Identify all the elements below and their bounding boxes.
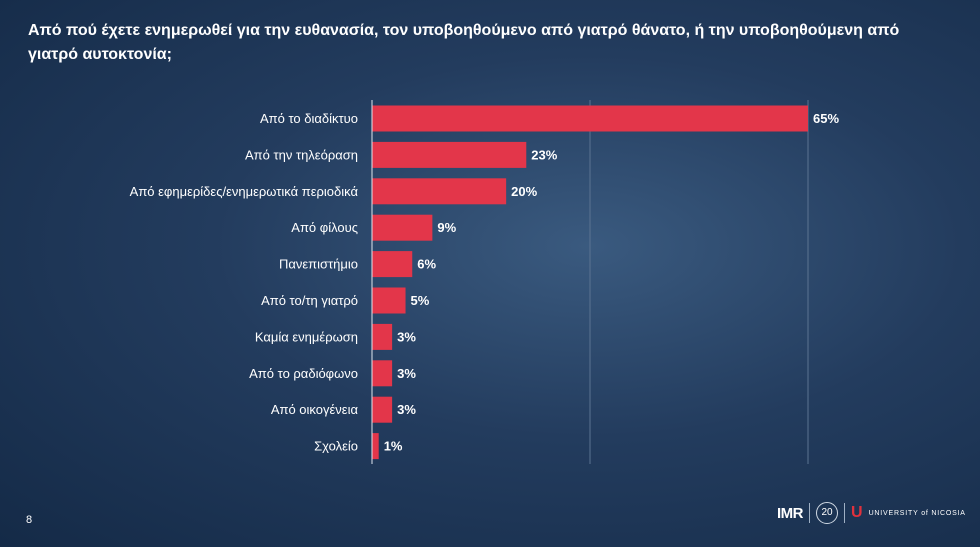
category-label: Από το/τη γιατρό (261, 293, 358, 308)
bar (372, 323, 393, 350)
bar (372, 396, 393, 423)
bar (372, 214, 433, 241)
imr-logo: IMR (777, 504, 804, 522)
value-label: 5% (411, 293, 430, 308)
chart-title: Από πού έχετε ενημερωθεί για την ευθανασ… (28, 22, 900, 63)
value-label: 20% (511, 184, 537, 199)
anniversary-badge: 20 (816, 502, 838, 524)
category-label: Από οικογένεια (271, 402, 359, 417)
bar (372, 178, 507, 205)
page-number: 8 (26, 514, 33, 526)
bar (372, 360, 393, 387)
bars: Από το διαδίκτυο 65% Από την τηλεόραση 23% Α… (130, 105, 839, 460)
bar (372, 251, 413, 278)
gridlines (589, 100, 809, 464)
value-label: 9% (437, 220, 456, 235)
bar (372, 141, 527, 168)
category-label: Από την τηλεόραση (245, 147, 358, 162)
value-label: 65% (813, 111, 839, 126)
category-label: Πανεπιστήμιο (279, 257, 358, 272)
unic-logo-text: UNIVERSITY of NICOSIA (868, 509, 966, 517)
value-label: 1% (384, 439, 403, 454)
value-label: 23% (531, 147, 557, 162)
category-label: Από το ραδιόφωνο (249, 366, 358, 381)
value-label: 6% (417, 257, 436, 272)
bar (372, 433, 379, 460)
footer-logos: IMR 20 U UNIVERSITY of NICOSIA (777, 500, 967, 526)
logo-divider (844, 503, 845, 523)
category-label: Σχολείο (314, 439, 358, 454)
logo-divider (809, 503, 810, 523)
category-label: Καμία ενημέρωση (255, 329, 358, 344)
bar (372, 105, 808, 132)
value-label: 3% (397, 366, 416, 381)
category-label: Από το διαδίκτυο (260, 111, 358, 126)
category-label: Από φίλους (291, 220, 358, 235)
value-label: 3% (397, 329, 416, 344)
category-label: Από εφημερίδες/ενημερωτικά περιοδικά (130, 184, 359, 199)
value-label: 3% (397, 402, 416, 417)
unic-logo-icon: U (851, 504, 863, 521)
bar (372, 287, 406, 314)
